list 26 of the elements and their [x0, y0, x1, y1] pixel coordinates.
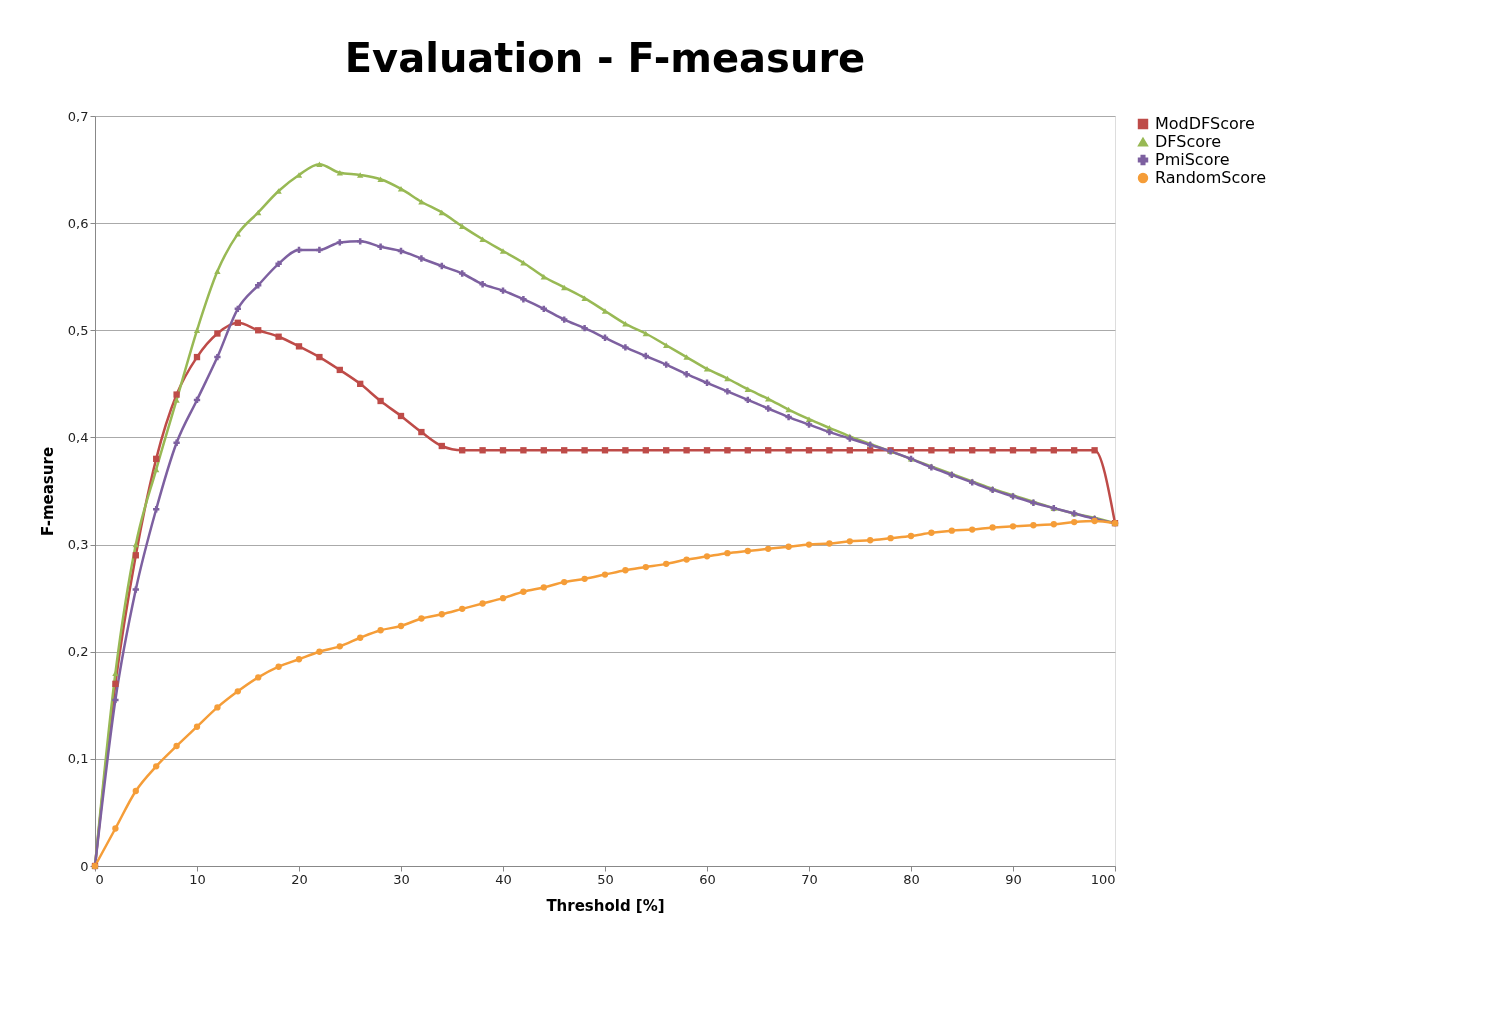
- y-tick-label: 0,5: [67, 322, 89, 338]
- y-tick-label: 0,6: [67, 215, 89, 231]
- legend-label: DFScore: [1155, 132, 1222, 151]
- y-tick-label: 0,7: [67, 108, 89, 124]
- y-tick-label: 0,4: [67, 429, 89, 445]
- y-tick-label: 0,1: [67, 751, 89, 767]
- x-tick-label: 20: [291, 871, 308, 887]
- legend-label: PmiScore: [1155, 150, 1230, 169]
- legend-label: RandomScore: [1155, 168, 1267, 187]
- x-tick-label: 90: [1005, 871, 1022, 887]
- x-tick-label: 70: [801, 871, 818, 887]
- x-tick-label: 30: [393, 871, 410, 887]
- x-tick-label: 50: [597, 871, 614, 887]
- y-tick-label: 0: [80, 858, 89, 874]
- x-tick-label: 10: [189, 871, 206, 887]
- x-tick-label: 40: [495, 871, 512, 887]
- legend-label: ModDFScore: [1155, 114, 1255, 133]
- y-tick-label: 0,3: [67, 537, 89, 553]
- x-tick-label: 60: [699, 871, 716, 887]
- x-tick-label: 0: [95, 871, 104, 887]
- chart-title: Evaluation - F-measure: [344, 35, 866, 81]
- y-tick-label: 0,2: [67, 644, 89, 660]
- y-axis-title: F-measure: [38, 446, 57, 537]
- x-tick-label: 100: [1090, 871, 1116, 887]
- x-tick-label: 80: [903, 871, 920, 887]
- x-axis-title: Threshold [%]: [546, 896, 665, 915]
